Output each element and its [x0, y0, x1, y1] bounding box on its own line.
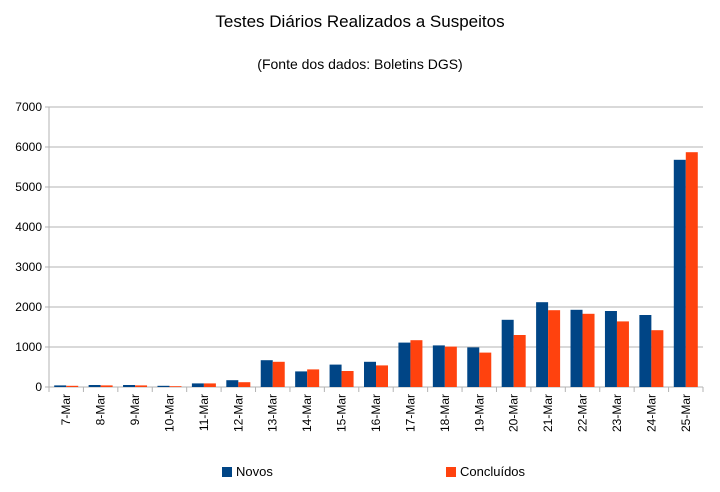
x-tick-label: 16-Mar: [369, 394, 383, 432]
bar-novos-23-mar: [604, 311, 617, 387]
bar-novos-22-mar: [570, 309, 583, 387]
x-tick-label: 17-Mar: [403, 394, 417, 432]
bar-concluidos-22-mar: [582, 313, 595, 387]
bar-concluidos-18-mar: [444, 346, 457, 387]
bar-novos-18-mar: [432, 345, 445, 387]
bar-concluidos-14-mar: [307, 369, 320, 387]
y-tick-label: 6000: [15, 140, 42, 154]
chart-title: Testes Diários Realizados a Suspeitos: [215, 12, 505, 31]
bar-novos-13-mar: [260, 360, 273, 387]
x-tick-label: 11-Mar: [197, 394, 211, 431]
bar-novos-20-mar: [501, 319, 514, 387]
legend-swatch-concluidos: [446, 466, 456, 477]
bar-novos-16-mar: [364, 361, 376, 387]
x-tick-label: 9-Mar: [128, 394, 142, 425]
bar-concluidos-21-mar: [548, 310, 561, 387]
bar-concluidos-19-mar: [479, 352, 492, 387]
x-tick-label: 21-Mar: [541, 394, 555, 432]
y-tick-label: 5000: [15, 180, 42, 194]
bar-concluidos-20-mar: [513, 335, 526, 387]
bar-concluidos-17-mar: [410, 340, 423, 387]
x-tick-label: 14-Mar: [300, 394, 314, 432]
bar-novos-11-mar: [191, 383, 204, 387]
y-tick-label: 4000: [15, 220, 42, 234]
x-tick-label: 23-Mar: [610, 394, 624, 432]
bar-novos-21-mar: [536, 302, 549, 387]
x-tick-label: 15-Mar: [335, 394, 349, 432]
bar-novos-25-mar: [673, 159, 686, 387]
chart-subtitle: (Fonte dos dados: Boletins DGS): [257, 56, 463, 72]
legend-item-concluidos: Concluídos: [446, 464, 525, 479]
legend-label-novos: Novos: [236, 464, 273, 479]
y-tick-label: 2000: [15, 300, 42, 314]
bar-concluidos-24-mar: [651, 330, 664, 387]
bar-concluidos-25-mar: [685, 152, 698, 387]
legend-label-concluidos: Concluídos: [460, 464, 526, 479]
bar-novos-19-mar: [467, 347, 480, 387]
bar-novos-7-mar: [54, 385, 67, 387]
bar-concluidos-23-mar: [616, 321, 629, 387]
x-tick-label: 19-Mar: [472, 394, 486, 432]
y-tick-label: 0: [35, 380, 42, 394]
bar-concluidos-11-mar: [203, 383, 216, 387]
bar-concluidos-13-mar: [272, 361, 285, 387]
bar-concluidos-9-mar: [135, 385, 148, 387]
bar-concluidos-15-mar: [341, 371, 354, 387]
x-tick-label: 18-Mar: [438, 394, 452, 432]
bar-novos-14-mar: [295, 371, 308, 387]
bar-novos-10-mar: [157, 385, 170, 387]
legend-swatch-novos: [222, 466, 232, 477]
bar-novos-17-mar: [398, 342, 411, 387]
bar-novos-8-mar: [88, 385, 101, 387]
legend-item-novos: Novos: [222, 464, 273, 479]
x-tick-label: 24-Mar: [644, 394, 658, 432]
y-tick-label: 3000: [15, 260, 42, 274]
bar-novos-24-mar: [639, 315, 652, 387]
bar-novos-15-mar: [329, 364, 342, 387]
y-tick-label: 1000: [15, 340, 42, 354]
bar-novos-9-mar: [123, 385, 136, 387]
bar-concluidos-12-mar: [238, 382, 251, 387]
x-tick-label: 22-Mar: [576, 394, 590, 432]
x-tick-label: 7-Mar: [59, 394, 73, 425]
x-tick-label: 13-Mar: [266, 394, 280, 432]
x-tick-label: 25-Mar: [679, 394, 693, 432]
bar-concluidos-7-mar: [66, 385, 79, 387]
x-tick-label: 12-Mar: [231, 394, 245, 432]
x-tick-label: 20-Mar: [507, 394, 521, 432]
bar-concluidos-10-mar: [169, 386, 182, 387]
x-tick-label: 10-Mar: [162, 394, 176, 432]
bar-concluidos-8-mar: [100, 385, 113, 387]
y-tick-label: 7000: [15, 100, 42, 114]
x-tick-label: 8-Mar: [94, 394, 108, 425]
bar-novos-12-mar: [226, 380, 239, 387]
bar-concluidos-16-mar: [376, 365, 388, 387]
